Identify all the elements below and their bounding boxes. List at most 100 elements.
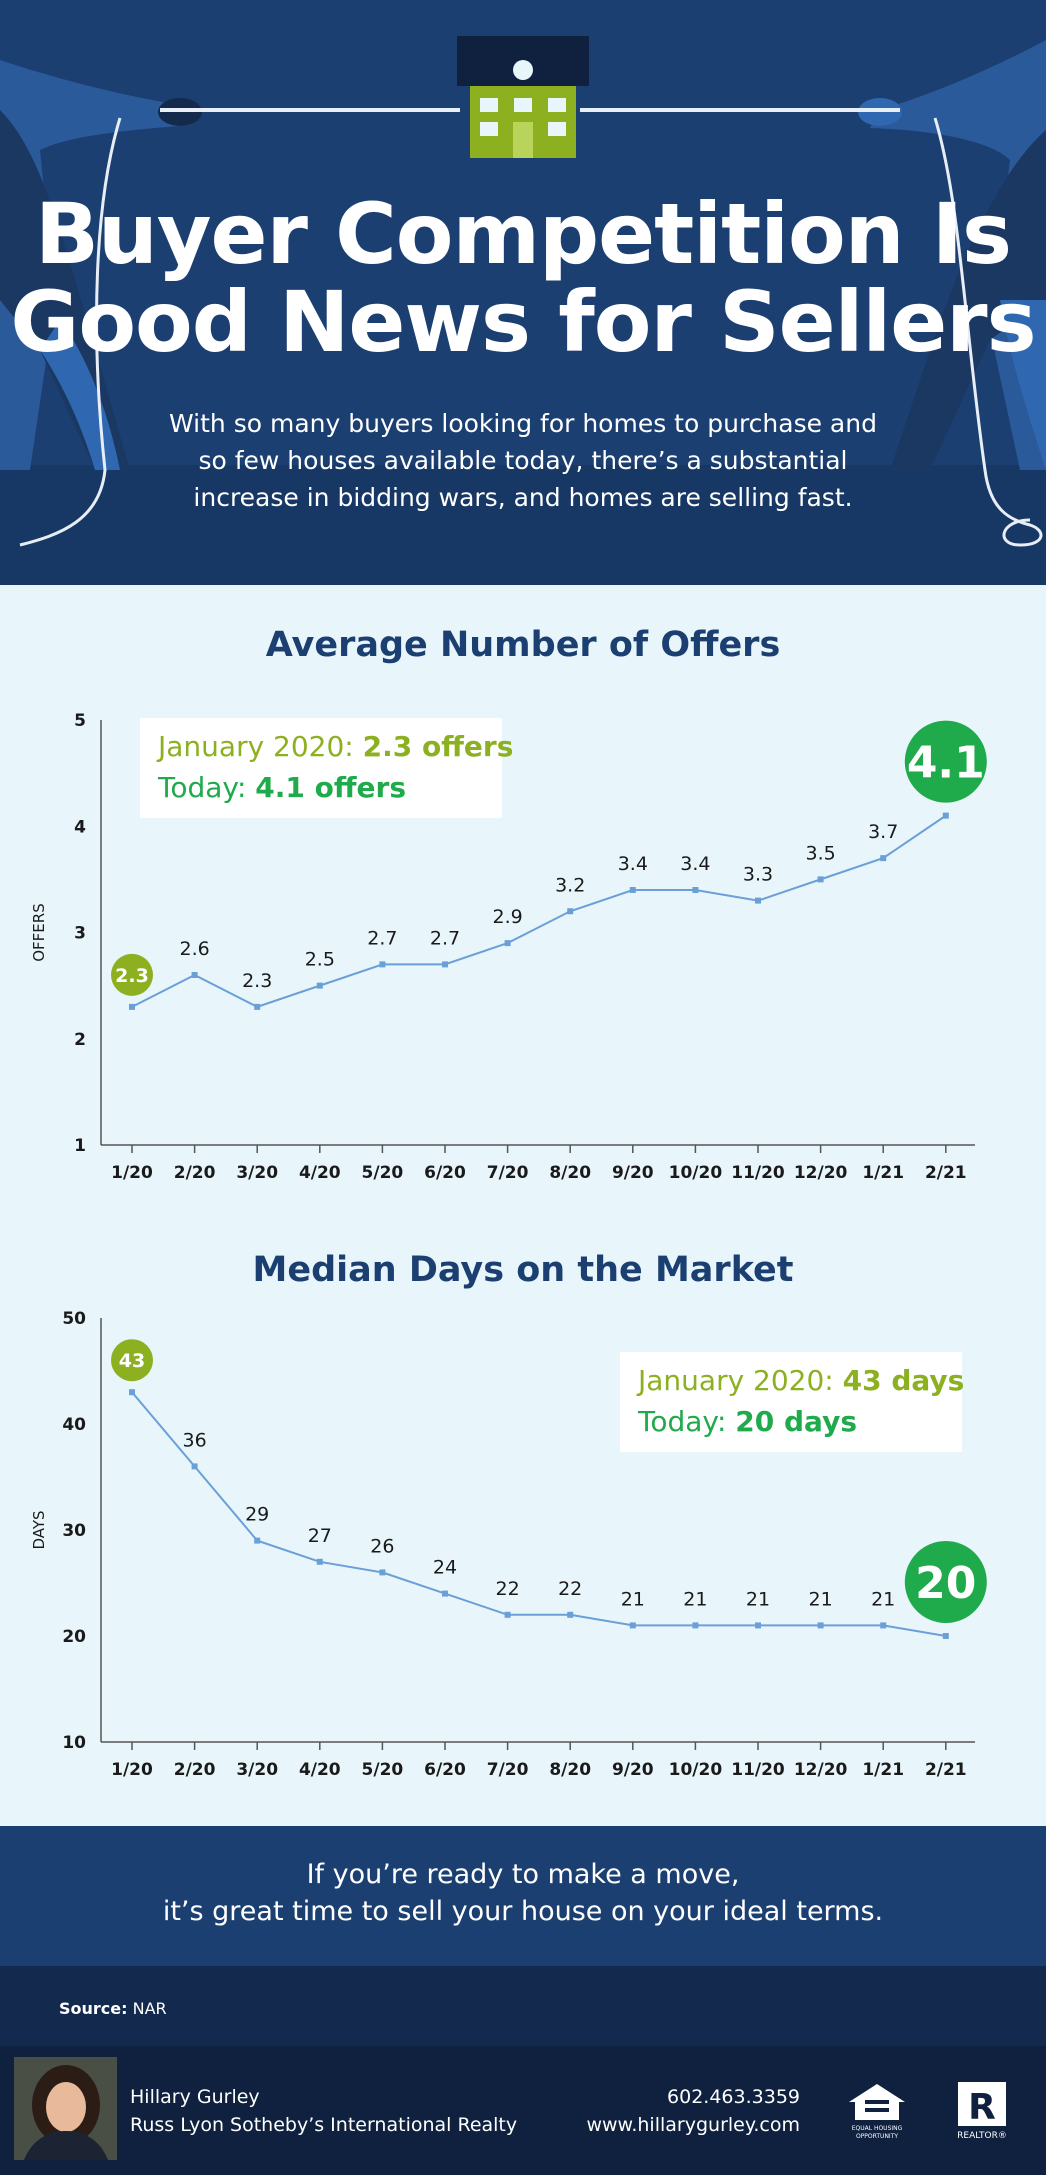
data-point	[442, 961, 448, 968]
series-line	[131, 1391, 946, 1637]
data-label: 2.9	[492, 906, 522, 928]
data-point	[817, 1622, 824, 1629]
series-line	[131, 814, 947, 1008]
data-point	[254, 1003, 261, 1010]
x-tick-label: 3/20	[236, 1760, 278, 1780]
data-label: 2.7	[430, 927, 460, 949]
x-tick-label: 7/20	[487, 1760, 529, 1780]
legend-line-1: January 2020: 43 days	[636, 1364, 964, 1397]
data-point	[254, 1537, 261, 1544]
x-tick-label: 12/20	[794, 1163, 848, 1183]
offers-line-chart: 1 2 3 4 5 OFFERS 1/20 2/20 3/20 4/20 5/20 6/20 7/20 8…	[30, 711, 987, 1183]
data-label: 26	[370, 1535, 394, 1557]
data-label: 27	[308, 1525, 332, 1547]
data-label: 3.4	[618, 853, 648, 875]
y-tick-label: 50	[62, 1309, 86, 1329]
legend-line-1-value: 2.3 offers	[363, 730, 514, 763]
y-tick-label: 30	[62, 1521, 86, 1541]
agent-website[interactable]: www.hillarygurley.com	[586, 2114, 800, 2136]
right-figure-leg-front	[1000, 300, 1046, 470]
right-figure-leg	[890, 130, 1046, 470]
start-value-badge	[111, 1339, 153, 1382]
x-tick-label: 2/21	[925, 1760, 967, 1780]
data-label: 21	[809, 1588, 833, 1610]
data-label: 21	[621, 1588, 645, 1610]
data-point	[692, 1622, 699, 1629]
data-label: 3.5	[805, 842, 835, 864]
y-tick-label: 10	[62, 1733, 86, 1753]
data-point	[942, 1633, 949, 1639]
x-tick-label: 1/20	[111, 1760, 153, 1780]
eho-text-1: EQUAL HOUSING	[852, 2125, 903, 2132]
days-line-chart: 10 20 30 40 50 DAYS 1/20 2/20 3/20 4/20 5/20 6/20 7/…	[30, 1309, 987, 1780]
y-tick-label: 5	[74, 711, 86, 731]
realtor-text: REALTOR®	[957, 2131, 1007, 2141]
legend-line-2: Today: 20 days	[637, 1405, 857, 1438]
x-tick-label: 6/20	[424, 1760, 466, 1780]
x-tick-label: 5/20	[362, 1760, 404, 1780]
x-tick-label: 2/20	[174, 1163, 216, 1183]
data-label: 3.7	[868, 821, 898, 843]
page-subtitle: With so many buyers looking for homes to…	[169, 409, 877, 512]
y-tick-label: 4	[74, 817, 86, 837]
data-label: 2.6	[179, 938, 209, 960]
data-label: 36	[183, 1429, 207, 1451]
data-point	[316, 1558, 323, 1565]
data-label: 22	[496, 1578, 520, 1600]
data-point	[191, 972, 198, 978]
x-tick-label: 11/20	[731, 1163, 785, 1183]
data-label: 21	[871, 1588, 895, 1610]
legend-line-1-label: January 2020:	[636, 1364, 843, 1397]
cta-line-1: If you’re ready to make a move,	[306, 1859, 740, 1890]
x-tick-label: 11/20	[731, 1760, 785, 1780]
legend-line-2-value: 20 days	[735, 1405, 857, 1438]
data-point	[629, 1622, 636, 1629]
data-point	[692, 887, 699, 893]
data-point	[817, 876, 824, 883]
x-tick-label: 6/20	[424, 1163, 466, 1183]
eho-text-2: OPPORTUNITY	[856, 2133, 898, 2140]
legend-line-2: Today: 4.1 offers	[157, 771, 406, 804]
data-point	[379, 961, 386, 968]
realtor-mark: R	[968, 2087, 996, 2128]
source-value: NAR	[132, 1999, 167, 2018]
rope-left-end	[19, 117, 122, 547]
x-tick-label: 10/20	[669, 1163, 723, 1183]
legend-line-2-value: 4.1 offers	[255, 771, 406, 804]
x-tick-label: 1/20	[111, 1163, 153, 1183]
data-label: 3.4	[680, 853, 710, 875]
data-point	[880, 855, 887, 862]
legend-line-1-label: January 2020:	[156, 730, 363, 763]
rope-right-end	[933, 117, 1043, 547]
data-point	[129, 1389, 135, 1396]
data-point	[504, 1611, 511, 1618]
x-tick-label: 8/20	[549, 1163, 591, 1183]
header-floor	[0, 465, 1046, 585]
offers-chart-title: Average Number of Offers	[265, 625, 781, 665]
x-tick-label: 4/20	[299, 1163, 341, 1183]
agent-name: Hillary Gurley	[130, 2086, 260, 2108]
header-banner: Buyer Competition Is Good News for Selle…	[0, 0, 1046, 585]
data-label: 24	[433, 1557, 457, 1579]
x-tick-label: 9/20	[612, 1760, 654, 1780]
call-to-action: If you’re ready to make a move, it’s gre…	[0, 1826, 1046, 1966]
agent-phone[interactable]: 602.463.3359	[667, 2086, 800, 2108]
end-value-badge	[904, 1541, 987, 1623]
days-chart-title: Median Days on the Market	[252, 1250, 794, 1290]
y-tick-label: 20	[62, 1627, 86, 1647]
legend-line-2-label: Today:	[157, 771, 255, 804]
data-point	[316, 982, 323, 989]
data-point	[129, 1003, 135, 1010]
x-tick-label: 1/21	[862, 1163, 904, 1183]
y-tick-label: 3	[74, 924, 86, 944]
avatar	[14, 2057, 117, 2160]
data-label: 21	[683, 1588, 707, 1610]
legend-box	[140, 718, 502, 818]
source-bar: Source: NAR	[0, 1966, 1046, 2046]
x-tick-label: 3/20	[236, 1163, 278, 1183]
x-tick-label: 2/21	[925, 1163, 967, 1183]
x-tick-label: 7/20	[487, 1163, 529, 1183]
cta-line-2: it’s great time to sell your house on yo…	[162, 1896, 884, 1927]
footer: Hillary Gurley Russ Lyon Sotheby’s Inter…	[0, 2046, 1046, 2175]
x-tick-label: 12/20	[794, 1760, 848, 1780]
